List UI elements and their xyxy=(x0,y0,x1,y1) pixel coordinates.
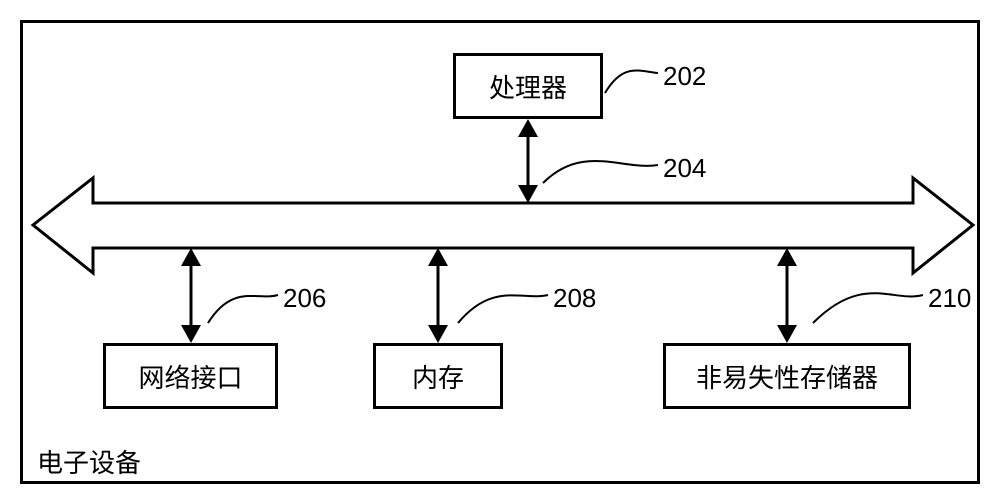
bus-label: 内部总线 xyxy=(403,211,603,248)
ref-210: 210 xyxy=(928,283,971,314)
ref-208: 208 xyxy=(553,283,596,314)
node-net-if-label: 网络接口 xyxy=(138,358,242,395)
node-nvm-label: 非易失性存储器 xyxy=(696,358,878,395)
ref-202: 202 xyxy=(663,61,706,92)
node-memory: 内存 xyxy=(373,343,503,409)
refcurve-210 xyxy=(813,293,923,323)
connector-memory xyxy=(428,248,448,343)
connector-processor xyxy=(518,119,538,203)
ref-204: 204 xyxy=(663,153,706,184)
node-processor-label: 处理器 xyxy=(489,68,567,105)
refcurve-206 xyxy=(208,295,278,323)
node-memory-label: 内存 xyxy=(412,358,464,395)
connector-net-if xyxy=(181,248,201,343)
refcurve-208 xyxy=(458,295,548,323)
node-nvm: 非易失性存储器 xyxy=(663,343,911,409)
connector-nvm xyxy=(777,248,797,343)
node-processor: 处理器 xyxy=(453,53,603,119)
refcurve-204 xyxy=(543,161,658,183)
refcurve-202 xyxy=(605,71,658,93)
device-frame: 处理器 网络接口 内存 非易失性存储器 内部总线 202 204 206 208… xyxy=(20,20,980,484)
device-label: 电子设备 xyxy=(37,443,141,480)
node-net-if: 网络接口 xyxy=(103,343,278,409)
ref-206: 206 xyxy=(283,283,326,314)
